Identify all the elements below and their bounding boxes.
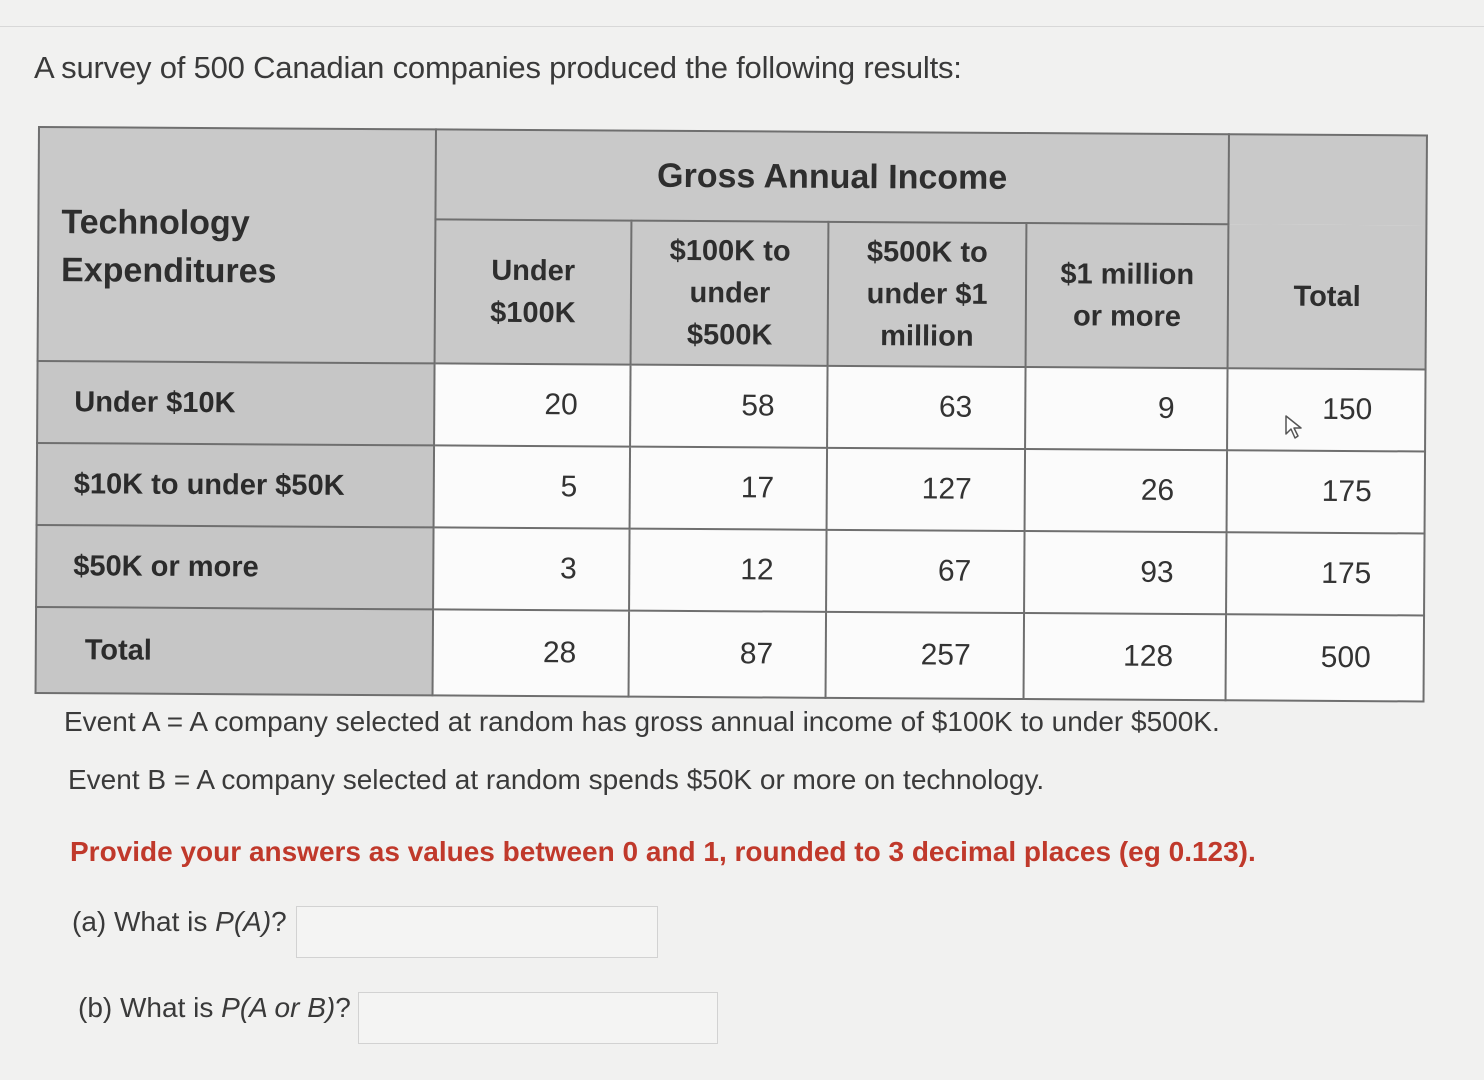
question-expr: P(A or B): [221, 992, 336, 1023]
row-label: Under $10K: [37, 361, 435, 446]
table-cell-total: 150: [1227, 368, 1426, 452]
question-suffix: ?: [271, 906, 287, 937]
answer-a-input[interactable]: [296, 906, 658, 958]
table-cell: 20: [433, 363, 632, 447]
question-b-label: (b) What is P(A or B)?: [78, 992, 351, 1024]
table-cell: 17: [630, 446, 828, 530]
table-cell: 63: [827, 365, 1026, 450]
answer-b-input[interactable]: [358, 992, 718, 1044]
row-label: $50K or more: [36, 524, 434, 610]
intro-text: A survey of 500 Canadian companies produ…: [34, 50, 962, 85]
survey-table: Technology Expenditures Gross Annual Inc…: [35, 126, 1428, 702]
technology-expenditures-header: Technology Expenditures: [37, 127, 436, 364]
col-header-line: $500K: [686, 318, 773, 352]
row-header-title-line2: Expenditures: [61, 251, 277, 291]
event-a-text: Event A = A company selected at random h…: [64, 706, 1220, 737]
table-cell-total: 175: [1226, 532, 1425, 616]
table-cell: 5: [433, 445, 631, 529]
col-header-100k-500k: $100K to under $500K: [631, 220, 829, 366]
table-cell: 93: [1023, 531, 1227, 615]
table-cell: 128: [1023, 613, 1227, 701]
table-cell: 28: [432, 609, 630, 697]
event-b-text: Event B = A company selected at random s…: [68, 764, 1045, 795]
table-cell: 3: [432, 527, 631, 611]
col-header-line: million: [880, 320, 974, 353]
col-header-line: $1 million: [1060, 258, 1195, 292]
col-header-1m-or-more: $1 million or more: [1025, 223, 1229, 369]
survey-table-container: Technology Expenditures Gross Annual Inc…: [35, 126, 1466, 703]
table-row: $10K to under $50K 5 17 127 26 175: [36, 443, 1426, 534]
table-row: Under $10K 20 58 63 9 150: [37, 361, 1426, 452]
col-header-line: or more: [1072, 300, 1182, 333]
question-a-label: (a) What is P(A)?: [72, 906, 287, 938]
row-header-title-line1: Technology: [61, 203, 250, 243]
question-expr: P(A): [215, 906, 272, 937]
col-header-under-100k: Under $100K: [434, 219, 632, 365]
question-prefix: (b) What is: [78, 992, 222, 1023]
col-header-line: Under: [491, 254, 576, 288]
header-spacer: [1228, 134, 1427, 226]
mouse-pointer-icon: [1285, 415, 1302, 439]
table-cell: 127: [826, 447, 1025, 532]
table-cell: 87: [629, 610, 827, 698]
question-suffix: ?: [335, 992, 351, 1023]
table-total-row: Total 28 87 257 128 500: [35, 606, 1425, 702]
col-header-line: under: [689, 276, 771, 310]
col-header-line: $100K: [490, 296, 576, 330]
table-cell-total: 500: [1225, 614, 1425, 702]
row-label: $10K to under $50K: [36, 443, 434, 528]
col-header-line: under $1: [866, 278, 988, 311]
col-header-500k-1m: $500K to under $1 million: [827, 221, 1027, 368]
table-row: $50K or more 3 12 67 93 175: [36, 524, 1425, 616]
table-cell: 257: [825, 611, 1024, 700]
top-divider: [0, 26, 1484, 27]
col-header-line: $500K to: [866, 236, 988, 269]
table-cell: 58: [630, 364, 828, 448]
instructions-text: Provide your answers as values between 0…: [70, 836, 1256, 867]
table-cell-total: 175: [1226, 450, 1426, 534]
row-label-total: Total: [35, 606, 433, 696]
table-cell: 67: [826, 529, 1025, 614]
gross-annual-income-header: Gross Annual Income: [435, 129, 1230, 225]
col-header-total: Total: [1227, 224, 1427, 370]
table-cell: 26: [1024, 449, 1228, 533]
question-prefix: (a) What is: [72, 906, 216, 937]
col-header-line: Total: [1293, 280, 1361, 313]
table-cell: 9: [1024, 367, 1228, 451]
table-cell: 12: [629, 528, 827, 612]
col-header-line: $100K to: [669, 234, 791, 268]
